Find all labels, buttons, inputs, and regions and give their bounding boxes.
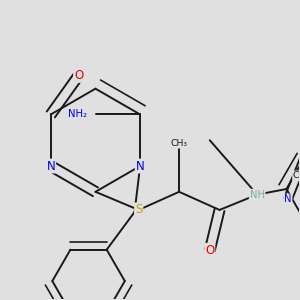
- Text: C: C: [293, 171, 299, 180]
- Text: NH₂: NH₂: [68, 110, 87, 119]
- Text: CH₃: CH₃: [171, 139, 188, 148]
- Text: O: O: [74, 69, 83, 82]
- Text: N: N: [284, 194, 292, 205]
- Text: O: O: [205, 244, 214, 257]
- Text: N: N: [46, 160, 55, 172]
- Text: S: S: [135, 203, 142, 216]
- Text: NH: NH: [250, 190, 265, 200]
- Text: N: N: [136, 160, 145, 172]
